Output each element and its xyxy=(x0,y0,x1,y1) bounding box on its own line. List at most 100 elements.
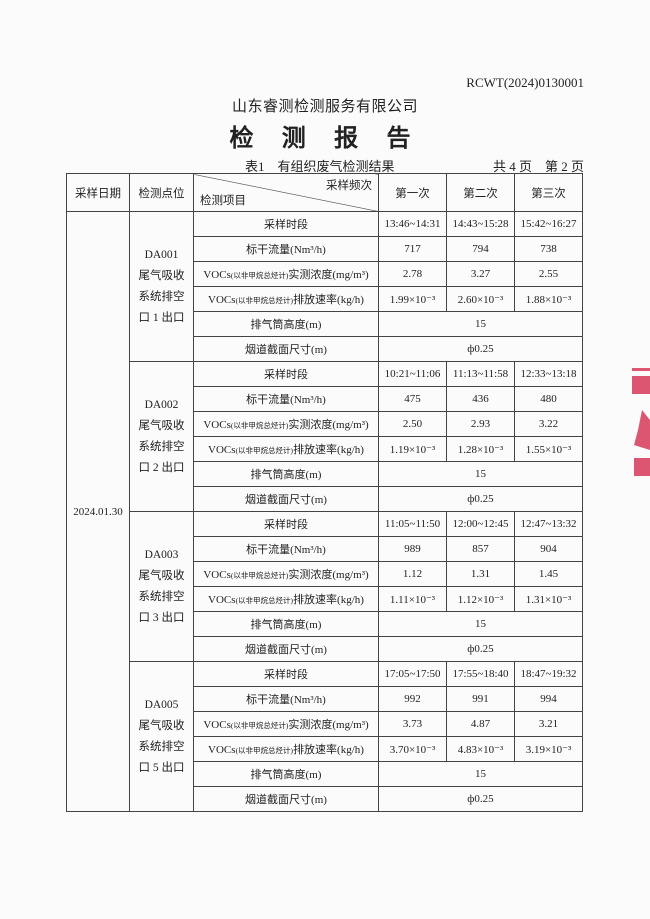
value-time: 17:55~18:40 xyxy=(446,661,515,687)
point-line: DA003 xyxy=(144,548,179,561)
table-caption: 表1 有组织废气检测结果 xyxy=(245,159,395,174)
item-conc: VOCs(以非甲烷总烃计)实测浓度(mg/m³) xyxy=(193,561,379,587)
value-conc: 1.12 xyxy=(378,561,447,587)
table-row: VOCs(以非甲烷总烃计)实测浓度(mg/m³) 2.78 3.27 2.55 xyxy=(67,261,583,287)
table-row: 标干流量(Nm³/h) 475 436 480 xyxy=(67,386,583,412)
value-rate: 1.88×10⁻³ xyxy=(514,286,583,312)
item-flow: 标干流量(Nm³/h) xyxy=(193,236,379,262)
value-rate: 3.19×10⁻³ xyxy=(514,736,583,762)
item-section: 烟道截面尺寸(m) xyxy=(193,786,379,812)
value-conc: 3.22 xyxy=(514,411,583,437)
page-title: 检 测 报 告 xyxy=(229,124,421,152)
header-freq: 采样频次 xyxy=(326,180,372,192)
value-conc: 2.50 xyxy=(378,411,447,437)
report-number: RCWT(2024)0130001 xyxy=(466,75,584,90)
page-info: 共 4 页 第 2 页 xyxy=(492,159,584,174)
item-flow: 标干流量(Nm³/h) xyxy=(193,686,379,712)
value-flow: 717 xyxy=(378,236,447,262)
value-time: 11:05~11:50 xyxy=(378,511,447,537)
value-time: 12:00~12:45 xyxy=(446,511,515,537)
item-label-part: VOCs xyxy=(208,744,236,756)
header-run-2: 第二次 xyxy=(446,173,515,212)
seal-stamp-fragment xyxy=(632,368,650,476)
value-flow: 436 xyxy=(446,386,515,412)
item-section: 烟道截面尺寸(m) xyxy=(193,636,379,662)
value-time: 12:33~13:18 xyxy=(514,361,583,387)
item-flow: 标干流量(Nm³/h) xyxy=(193,536,379,562)
item-label-part: VOCs xyxy=(208,594,236,606)
item-label-part: 实测浓度(mg/m³) xyxy=(288,719,369,731)
item-rate: VOCs(以非甲烷总烃计)排放速率(kg/h) xyxy=(193,586,379,612)
value-height: 15 xyxy=(378,761,583,787)
value-time: 15:42~16:27 xyxy=(514,211,583,237)
monitoring-point: DA002 尾气吸收 系统排空口 2 出口 xyxy=(129,361,194,512)
value-conc: 1.45 xyxy=(514,561,583,587)
item-label-part: 排放速率(kg/h) xyxy=(293,444,364,456)
value-rate: 1.11×10⁻³ xyxy=(378,586,447,612)
point-line: 尾气吸收 xyxy=(138,719,185,732)
item-label-part: (以非甲烷总烃计) xyxy=(230,421,289,430)
table-row: DA002 尾气吸收 系统排空口 2 出口 采样时段 10:21~11:06 11:13~… xyxy=(67,361,583,512)
item-label-part: (以非甲烷总烃计) xyxy=(235,296,294,305)
header-run-3: 第三次 xyxy=(514,173,583,212)
point-line: 系统排空 xyxy=(138,590,185,603)
item-height: 排气筒高度(m) xyxy=(193,311,379,337)
table-row: 排气筒高度(m) 15 xyxy=(67,311,583,337)
value-conc: 3.73 xyxy=(378,711,447,737)
value-height: 15 xyxy=(378,461,583,487)
item-label-part: 实测浓度(mg/m³) xyxy=(288,569,369,581)
value-section: ф0.25 xyxy=(378,486,583,512)
value-rate: 4.83×10⁻³ xyxy=(446,736,515,762)
value-conc: 2.55 xyxy=(514,261,583,287)
value-flow: 904 xyxy=(514,536,583,562)
value-flow: 794 xyxy=(446,236,515,262)
value-conc: 3.21 xyxy=(514,711,583,737)
company-name: 山东睿测检测服务有限公司 xyxy=(231,99,418,115)
header-item: 检测项目 xyxy=(200,195,246,207)
point-line: 尾气吸收 xyxy=(138,569,185,582)
value-rate: 1.12×10⁻³ xyxy=(446,586,515,612)
table-row: 烟道截面尺寸(m) ф0.25 xyxy=(67,636,583,662)
item-label-part: 排放速率(kg/h) xyxy=(293,294,364,306)
point-line: 口 1 出口 xyxy=(138,311,185,324)
value-height: 15 xyxy=(378,311,583,337)
value-flow: 857 xyxy=(446,536,515,562)
value-time: 12:47~13:32 xyxy=(514,511,583,537)
value-section: ф0.25 xyxy=(378,786,583,812)
item-label-part: 排放速率(kg/h) xyxy=(293,594,364,606)
value-time: 17:05~17:50 xyxy=(378,661,447,687)
value-conc: 3.27 xyxy=(446,261,515,287)
value-conc: 1.31 xyxy=(446,561,515,587)
point-line: 系统排空 xyxy=(138,440,185,453)
table-row: DA003 尾气吸收 系统排空口 3 出口 采样时段 11:05~11:50 12:00~… xyxy=(67,511,583,662)
item-rate: VOCs(以非甲烷总烃计)排放速率(kg/h) xyxy=(193,436,379,462)
item-conc: VOCs(以非甲烷总烃计)实测浓度(mg/m³) xyxy=(193,411,379,437)
monitoring-point: DA001 尾气吸收 系统排空口 1 出口 xyxy=(129,211,194,362)
item-section: 烟道截面尺寸(m) xyxy=(193,336,379,362)
item-label-part: VOCs xyxy=(208,294,236,306)
value-section: ф0.25 xyxy=(378,336,583,362)
table-row: VOCs(以非甲烷总烃计)排放速率(kg/h) 1.19×10⁻³ 1.28×10⁻… xyxy=(67,436,583,462)
value-rate: 1.28×10⁻³ xyxy=(446,436,515,462)
value-flow: 475 xyxy=(378,386,447,412)
table-row: DA005 尾气吸收 系统排空口 5 出口 采样时段 17:05~17:50 17:55~… xyxy=(67,661,583,812)
results-table: 采样日期 检测点位 采样频次 检测项目 第一次 第二次 第三次 2024.01.… xyxy=(66,173,583,812)
value-rate: 1.55×10⁻³ xyxy=(514,436,583,462)
monitoring-point: DA005 尾气吸收 系统排空口 5 出口 xyxy=(129,661,194,812)
point-line: 系统排空 xyxy=(138,740,185,753)
point-line: 尾气吸收 xyxy=(138,419,185,432)
item-label-part: (以非甲烷总烃计) xyxy=(230,721,289,730)
value-time: 10:21~11:06 xyxy=(378,361,447,387)
table-row: 烟道截面尺寸(m) ф0.25 xyxy=(67,336,583,362)
value-flow: 480 xyxy=(514,386,583,412)
item-label-part: 实测浓度(mg/m³) xyxy=(288,269,369,281)
table-row: VOCs(以非甲烷总烃计)排放速率(kg/h) 3.70×10⁻³ 4.83×10⁻… xyxy=(67,736,583,762)
point-line: 系统排空 xyxy=(138,290,185,303)
item-label-part: VOCs xyxy=(203,569,231,581)
item-time: 采样时段 xyxy=(193,361,379,387)
point-line: 口 2 出口 xyxy=(138,461,185,474)
item-label-part: (以非甲烷总烃计) xyxy=(230,271,289,280)
item-conc: VOCs(以非甲烷总烃计)实测浓度(mg/m³) xyxy=(193,261,379,287)
value-rate: 1.99×10⁻³ xyxy=(378,286,447,312)
